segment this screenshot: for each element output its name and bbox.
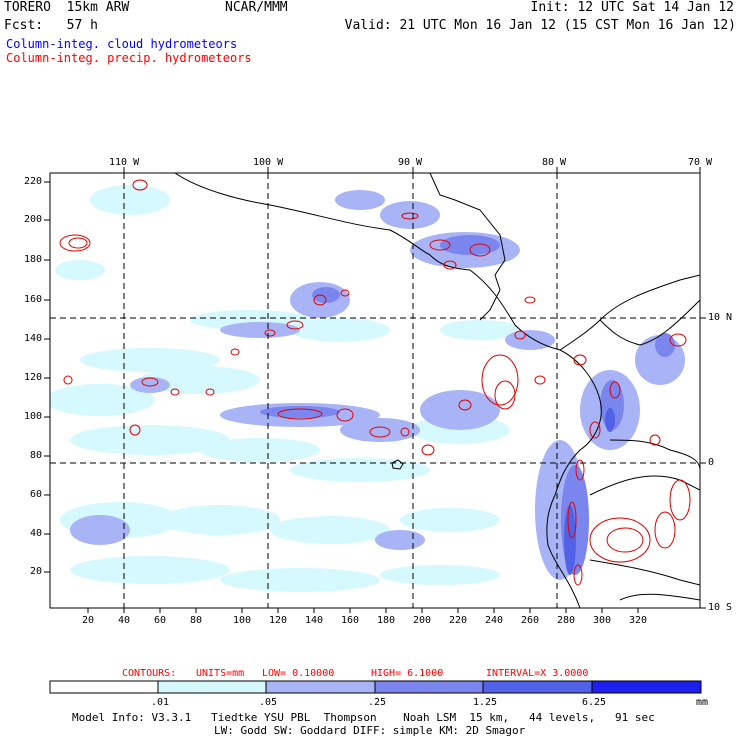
model-title: TORERO 15km ARW — [4, 0, 130, 15]
colorbar-unit: mm — [696, 697, 709, 708]
y-tick-label: 180 — [24, 254, 43, 265]
lat-label-10n: 10 N — [708, 312, 733, 323]
contours-interval: INTERVAL=X 3.0000 — [486, 668, 589, 679]
legend-cloud-label: Column-integ. cloud hydrometeors — [6, 37, 238, 51]
coastlines — [174, 173, 700, 608]
x-tick-label: 240 — [485, 615, 504, 626]
cloud-mid-shading — [70, 190, 685, 580]
lat-label-10s: 10 S — [708, 602, 733, 613]
x-tick-label: 180 — [377, 615, 396, 626]
x-tick-label: 160 — [341, 615, 360, 626]
model-info: Model Info: V3.3.1 Tiedtke YSU PBL Thomp… — [72, 711, 655, 724]
colorbar-label: 1.25 — [473, 697, 498, 708]
legend-precip-label: Column-integ. precip. hydrometeors — [6, 51, 252, 65]
y-tick-label: 20 — [30, 566, 43, 577]
x-tick-label: 80 — [190, 615, 203, 626]
colorbar — [49, 680, 702, 694]
colorbar-label: .01 — [151, 697, 170, 708]
lon-label-70w: 70 W — [688, 157, 713, 168]
map-plot-area — [50, 173, 700, 608]
y-tick-label: 80 — [30, 450, 43, 461]
hydrometeor-field — [50, 173, 700, 608]
contours-high: HIGH= 6.1000 — [371, 668, 444, 679]
y-tick-label: 60 — [30, 489, 43, 500]
x-tick-label: 300 — [593, 615, 612, 626]
x-tick-label: 120 — [269, 615, 288, 626]
x-tick-label: 140 — [305, 615, 324, 626]
forecast-hour: Fcst: 57 h — [4, 18, 98, 33]
colorbar-label: 6.25 — [582, 697, 607, 708]
x-tick-label: 20 — [82, 615, 95, 626]
y-tick-label: 200 — [24, 214, 43, 225]
x-tick-label: 260 — [521, 615, 540, 626]
y-tick-label: 220 — [24, 176, 43, 187]
valid-time: Valid: 21 UTC Mon 16 Jan 12 (15 CST Mon … — [344, 18, 736, 33]
cloud-light-shading — [50, 185, 520, 592]
x-tick-label: 40 — [118, 615, 131, 626]
y-tick-label: 100 — [24, 411, 43, 422]
x-tick-label: 280 — [557, 615, 576, 626]
model-physics: LW: Godd SW: Goddard DIFF: simple KM: 2D… — [214, 724, 526, 737]
lon-label-110w: 110 W — [109, 157, 140, 168]
organization-label: NCAR/MMM — [225, 0, 288, 15]
y-tick-label: 140 — [24, 333, 43, 344]
colorbar-label: .05 — [259, 697, 278, 708]
y-tick-label: 120 — [24, 372, 43, 383]
lon-label-80w: 80 W — [542, 157, 567, 168]
x-tick-label: 60 — [154, 615, 167, 626]
contours-low: LOW= 0.10000 — [262, 668, 335, 679]
axis-ticks — [44, 167, 706, 613]
map-border — [49, 172, 701, 609]
lon-label-100w: 100 W — [253, 157, 284, 168]
y-tick-label: 40 — [30, 528, 43, 539]
lon-label-90w: 90 W — [398, 157, 423, 168]
contours-units: UNITS=mm — [196, 668, 245, 679]
x-tick-label: 100 — [233, 615, 252, 626]
lat-label-0: 0 — [708, 457, 715, 468]
init-time: Init: 12 UTC Sat 14 Jan 12 — [530, 0, 735, 15]
precip-contours — [59, 179, 691, 586]
contours-label: CONTOURS: — [122, 668, 177, 679]
x-tick-label: 320 — [629, 615, 648, 626]
x-tick-label: 220 — [449, 615, 468, 626]
cloud-strong-shading — [260, 235, 675, 575]
colorbar-label: .25 — [368, 697, 387, 708]
cloud-peak-shading — [564, 408, 615, 575]
x-tick-label: 200 — [413, 615, 432, 626]
y-tick-label: 160 — [24, 294, 43, 305]
lat-lon-grid — [50, 173, 700, 608]
